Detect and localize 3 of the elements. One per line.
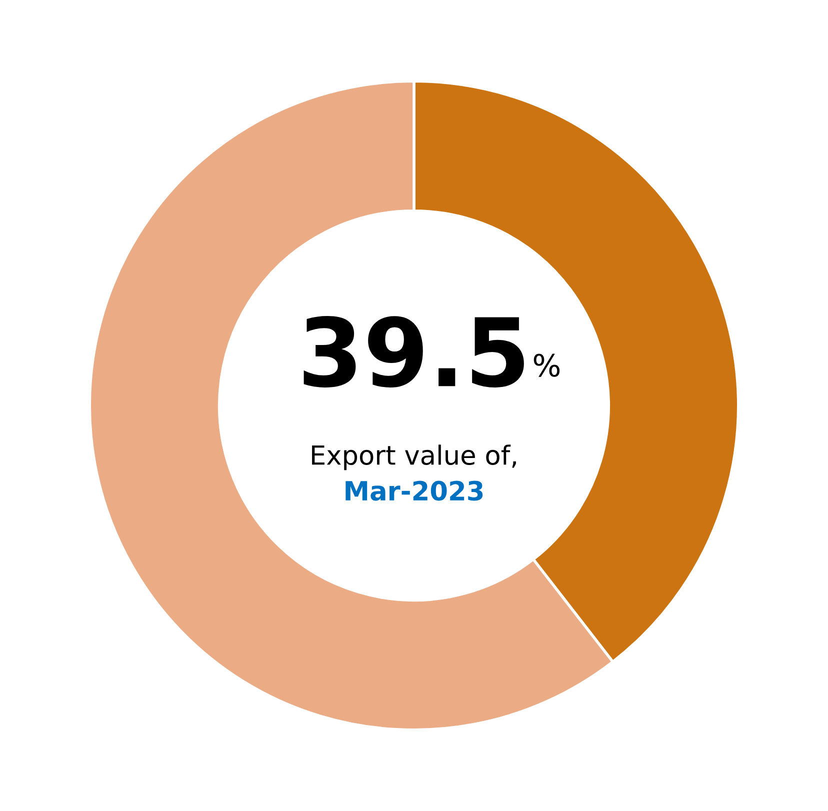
text: Mar-2023: [346, 480, 483, 501]
text: Export value of,: [312, 444, 516, 470]
data-label: 39.5%: [304, 316, 560, 388]
